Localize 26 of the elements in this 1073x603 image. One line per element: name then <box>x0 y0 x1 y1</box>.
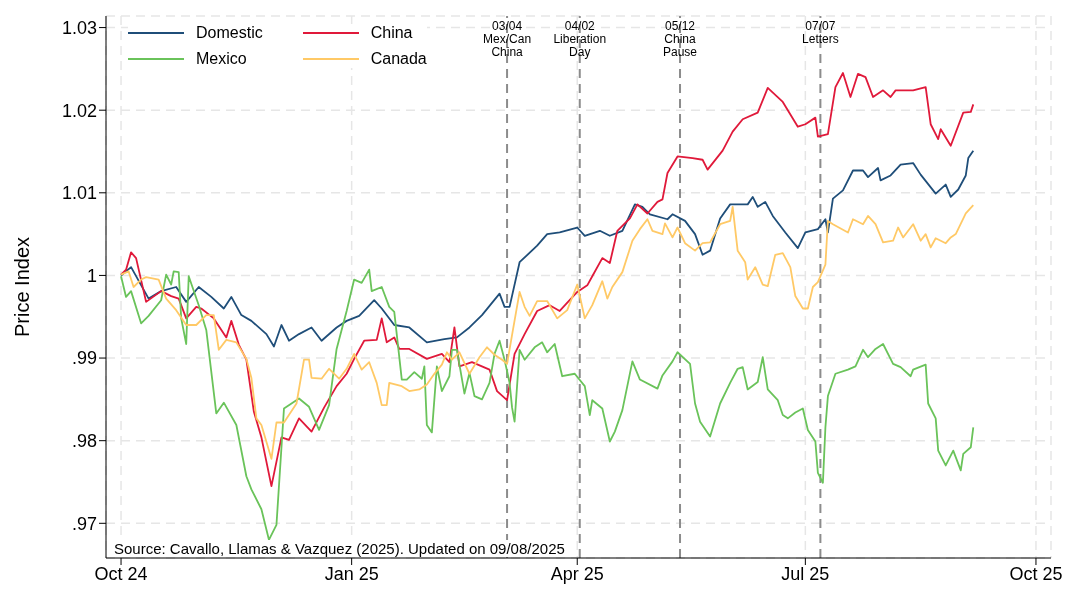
y-tick-label: 1.01 <box>61 183 97 204</box>
y-tick-label: 1.02 <box>61 100 97 121</box>
line-series <box>120 72 975 488</box>
legend-label: Domestic <box>196 24 263 42</box>
annotation: Source: Cavallo, Llamas & Vazquez (2025). Updated on 09/08/2025 <box>112 540 567 557</box>
x-tick-label: Jan 25 <box>324 563 379 584</box>
x-tick-label: Oct 25 <box>1009 563 1063 584</box>
x-tick-label: Oct 24 <box>94 563 148 584</box>
y-tick-label: 1.03 <box>61 17 97 38</box>
y-axis-title: Price Index <box>11 236 34 338</box>
ref-line-label: 03/04 Mex/Can China <box>483 19 532 59</box>
ref-line-label: 05/12 China Pause <box>663 19 698 59</box>
x-tick-label: Apr 25 <box>550 563 604 584</box>
ref-line-label: 07/07 Letters <box>802 19 839 46</box>
y-tick-label: .98 <box>71 431 97 452</box>
x-tick-label: Jul 25 <box>781 563 830 584</box>
line-series <box>120 204 975 460</box>
legend-label: Mexico <box>196 50 247 68</box>
line-series <box>120 268 975 541</box>
y-tick-label: .99 <box>71 348 97 369</box>
y-tick-label: .97 <box>71 513 97 534</box>
ref-line-label: 04/02 Liberation Day <box>553 19 607 59</box>
legend-label: China <box>370 24 413 42</box>
y-tick-label: 1 <box>86 265 97 286</box>
legend-label: Canada <box>370 50 427 68</box>
line-series <box>120 149 975 348</box>
